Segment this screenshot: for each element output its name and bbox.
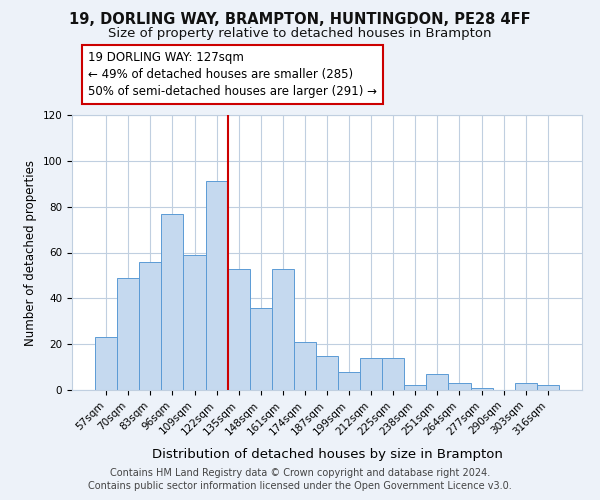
Bar	[139, 262, 161, 390]
Bar	[382, 358, 404, 390]
Bar	[184, 255, 206, 390]
Bar	[117, 278, 139, 390]
Bar	[250, 308, 272, 390]
Text: Contains HM Land Registry data © Crown copyright and database right 2024.: Contains HM Land Registry data © Crown c…	[110, 468, 490, 477]
Bar	[294, 342, 316, 390]
Text: Size of property relative to detached houses in Brampton: Size of property relative to detached ho…	[108, 28, 492, 40]
Text: 19, DORLING WAY, BRAMPTON, HUNTINGDON, PE28 4FF: 19, DORLING WAY, BRAMPTON, HUNTINGDON, P…	[69, 12, 531, 28]
Bar	[95, 338, 117, 390]
Bar	[448, 383, 470, 390]
Bar	[360, 358, 382, 390]
Bar	[537, 386, 559, 390]
Y-axis label: Number of detached properties: Number of detached properties	[24, 160, 37, 346]
Text: Contains public sector information licensed under the Open Government Licence v3: Contains public sector information licen…	[88, 481, 512, 491]
Bar	[206, 182, 227, 390]
Bar	[316, 356, 338, 390]
Bar	[427, 374, 448, 390]
X-axis label: Distribution of detached houses by size in Brampton: Distribution of detached houses by size …	[152, 448, 502, 460]
Bar	[515, 383, 537, 390]
Bar	[161, 214, 184, 390]
Text: 19 DORLING WAY: 127sqm
← 49% of detached houses are smaller (285)
50% of semi-de: 19 DORLING WAY: 127sqm ← 49% of detached…	[88, 51, 377, 98]
Bar	[470, 388, 493, 390]
Bar	[272, 268, 294, 390]
Bar	[404, 386, 427, 390]
Bar	[227, 268, 250, 390]
Bar	[338, 372, 360, 390]
